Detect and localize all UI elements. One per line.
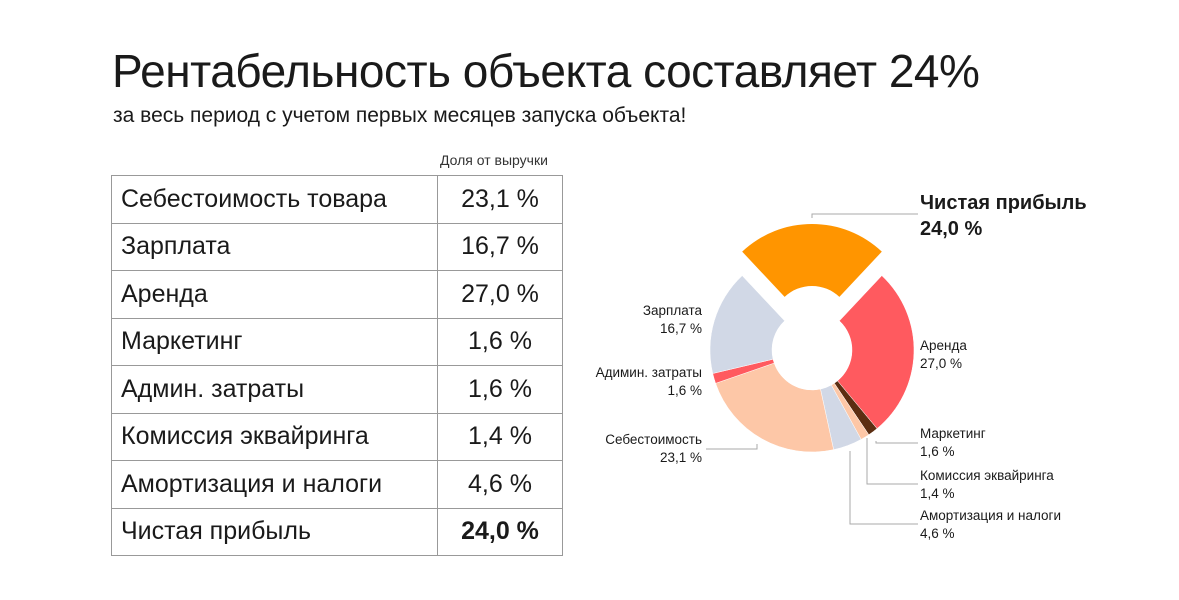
table-row: Себестоимость товара 23,1 %	[111, 175, 563, 224]
row-name: Аренда	[111, 270, 438, 319]
row-value: 1,4 %	[437, 412, 563, 461]
table-row: Аренда 27,0 %	[111, 270, 563, 319]
cost-table: Себестоимость товара 23,1 % Зарплата 16,7 …	[111, 175, 563, 556]
leader-line-acquiring	[866, 438, 918, 485]
label-value: 24,0 %	[920, 218, 983, 240]
label-value: 1,4 %	[920, 486, 955, 501]
label-text: Себестоимость	[605, 432, 702, 447]
leader-lines	[706, 213, 918, 525]
table-row: Маркетинг 1,6 %	[111, 317, 563, 366]
label-text: Комиссия эквайринга	[920, 468, 1054, 483]
row-value: 27,0 %	[437, 270, 563, 319]
page-title: Рентабельность объекта составляет 24%	[112, 45, 980, 97]
row-name: Чистая прибыль	[111, 507, 438, 556]
row-value: 4,6 %	[437, 460, 563, 509]
slice-1	[742, 224, 882, 297]
label-amortization: Амортизация и налоги 4,6 %	[920, 507, 1061, 543]
label-cost: Себестоимость 23,1 %	[605, 431, 702, 467]
label-rent: Аренда 27,0 %	[920, 337, 967, 373]
slice-6	[715, 362, 834, 453]
leader-line-marketing	[875, 441, 918, 444]
label-value: 4,6 %	[920, 526, 955, 541]
table-row: Админ. затраты 1,6 %	[111, 365, 563, 414]
table-row: Амортизация и налоги 4,6 %	[111, 460, 563, 509]
label-text: Маркетинг	[920, 426, 986, 441]
leader-line-cost	[706, 444, 758, 450]
page-subtitle: за весь период с учетом первых месяцев з…	[113, 104, 687, 127]
row-value: 16,7 %	[437, 222, 563, 271]
row-name: Амортизация и налоги	[111, 460, 438, 509]
row-value: 1,6 %	[437, 317, 563, 366]
table-row: Комиссия эквайринга 1,4 %	[111, 412, 563, 461]
label-admin: Адимин. затраты 1,6 %	[596, 364, 702, 400]
row-name: Комиссия эквайринга	[111, 412, 438, 461]
label-value: 23,1 %	[659, 450, 702, 465]
label-text: Адимин. затраты	[595, 365, 702, 380]
row-value: 23,1 %	[437, 175, 563, 224]
row-name: Себестоимость товара	[111, 175, 438, 224]
label-acquiring: Комиссия эквайринга 1,4 %	[920, 467, 1054, 503]
label-value: 16,7 %	[659, 321, 702, 336]
row-value: 1,6 %	[437, 365, 563, 414]
label-text: Зарплата	[642, 303, 702, 318]
column-header: Доля от выручки	[440, 152, 548, 168]
leader-line-amortization	[849, 451, 918, 525]
label-value: 1,6 %	[667, 383, 702, 398]
row-name: Админ. затраты	[111, 365, 438, 414]
label-profit: Чистая прибыль 24,0 %	[920, 190, 1087, 242]
leader-line-profit	[811, 213, 918, 218]
label-text: Аренда	[920, 338, 967, 353]
table-row-total: Чистая прибыль 24,0 %	[111, 507, 563, 556]
label-value: 27,0 %	[920, 356, 963, 371]
label-marketing: Маркетинг 1,6 %	[920, 425, 986, 461]
row-name: Маркетинг	[111, 317, 438, 366]
donut-hole	[772, 310, 852, 390]
label-text: Амортизация и налоги	[920, 508, 1062, 523]
label-salary: Зарплата 16,7 %	[643, 302, 702, 338]
label-text: Чистая прибыль	[920, 192, 1087, 214]
label-value: 1,6 %	[920, 444, 955, 459]
row-value: 24,0 %	[437, 507, 563, 556]
